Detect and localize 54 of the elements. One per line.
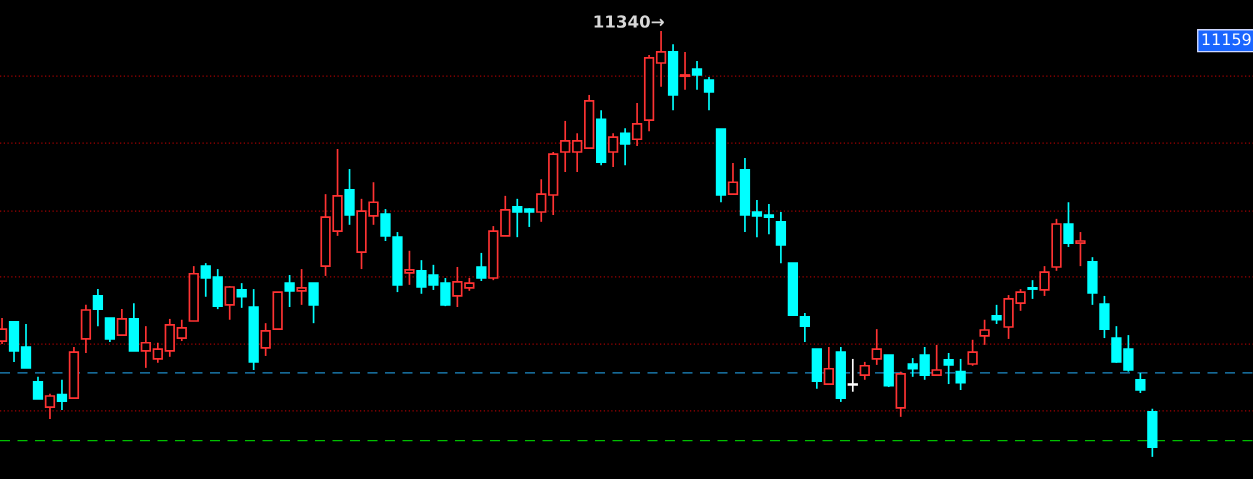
- candlestick: [56, 378, 68, 411]
- candlestick: [44, 393, 56, 420]
- candlestick: [32, 375, 44, 400]
- candlestick: [991, 304, 1002, 325]
- candlestick: [296, 268, 307, 306]
- candlestick: [727, 162, 739, 195]
- candlestick: [679, 51, 691, 91]
- candlestick: [176, 318, 187, 342]
- candlestick: [200, 262, 211, 298]
- text: 11159: [1202, 33, 1251, 46]
- candlestick: [404, 249, 415, 286]
- candlestick: [1075, 231, 1086, 267]
- candlestick: [931, 344, 942, 376]
- candlestick: [308, 282, 319, 325]
- candlestick: [1039, 265, 1050, 297]
- text: 11340→: [594, 15, 664, 28]
- candlestick: [512, 198, 523, 238]
- candlestick: [967, 338, 978, 367]
- candlestick: [799, 312, 811, 343]
- candlestick: [631, 102, 643, 147]
- candlestick: [751, 199, 763, 238]
- candlestick: [703, 76, 715, 112]
- candlestick: [260, 322, 271, 357]
- candlestick: [1063, 201, 1074, 248]
- candlestick: [655, 30, 667, 88]
- candlestick: [524, 207, 535, 228]
- candlestick: [284, 274, 295, 308]
- candlestick: [1027, 279, 1038, 300]
- candlestick: [823, 346, 834, 385]
- candlestick: [919, 346, 930, 381]
- candlestick: [560, 120, 571, 173]
- candlestick: [607, 132, 619, 168]
- candlestick: [116, 308, 128, 336]
- candlestick: [236, 282, 247, 309]
- candlestick: [572, 132, 583, 173]
- candlestick: [536, 178, 547, 223]
- candlestick: [979, 318, 990, 346]
- candlestick: [907, 357, 918, 378]
- candlestick: [943, 352, 954, 385]
- candlestick: [20, 323, 32, 369]
- candlestick: [104, 317, 116, 343]
- candlestick: [619, 127, 631, 167]
- candlestick: [224, 285, 235, 321]
- candlestick: [871, 328, 882, 366]
- candlestick: [847, 358, 858, 393]
- candlestick: [152, 341, 163, 364]
- candlestick: [476, 252, 487, 282]
- candlestick: [775, 211, 787, 264]
- candlestick: [140, 325, 151, 369]
- candlestick: [691, 60, 703, 91]
- candlestick: [763, 203, 775, 236]
- candlestick: [92, 288, 104, 327]
- candlestick: [955, 358, 966, 391]
- candlestick: [1135, 372, 1146, 394]
